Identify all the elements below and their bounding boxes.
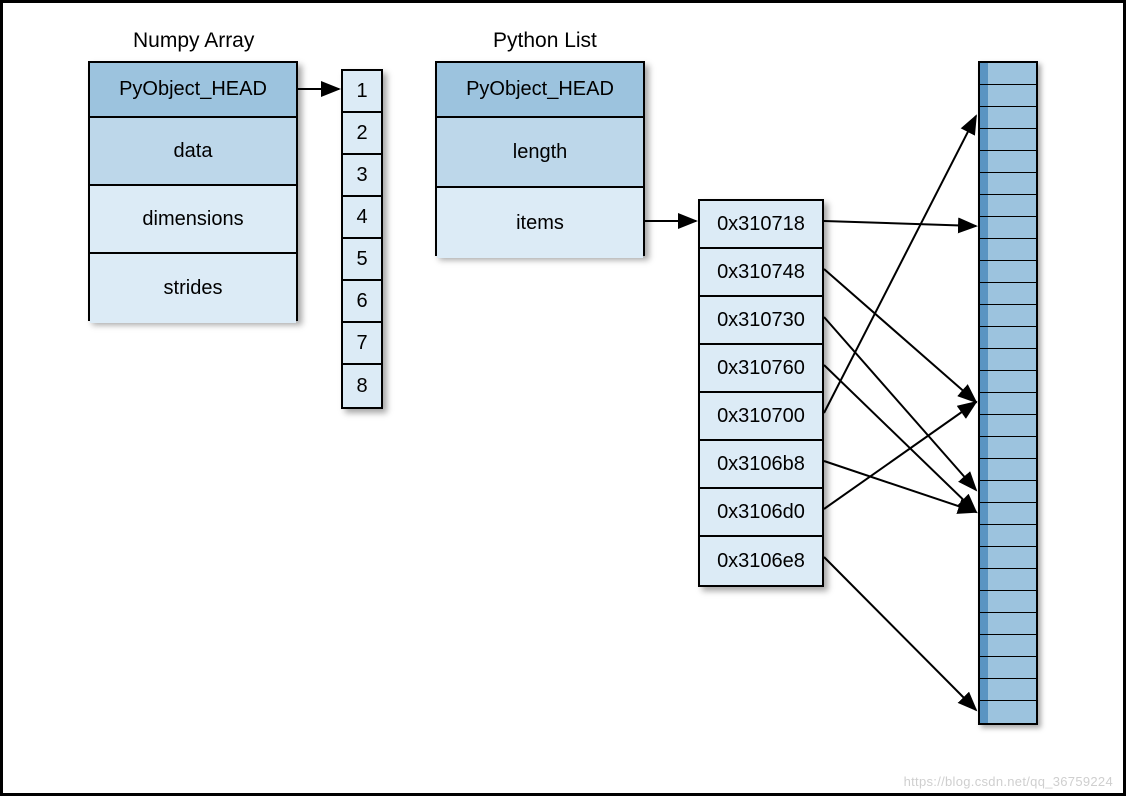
memory-cell	[980, 305, 1036, 327]
struct-row: strides	[90, 254, 296, 323]
memory-cell	[980, 437, 1036, 459]
memory-cell	[980, 679, 1036, 701]
numpy-data-cell: 5	[343, 239, 381, 281]
diagram-canvas: Numpy Array Python List PyObject_HEADdat…	[0, 0, 1126, 796]
memory-cell	[980, 701, 1036, 723]
pointer-cell: 0x3106e8	[700, 537, 822, 585]
numpy-title: Numpy Array	[133, 29, 254, 53]
memory-cell	[980, 261, 1036, 283]
memory-cell	[980, 569, 1036, 591]
pointer-cell: 0x310718	[700, 201, 822, 249]
numpy-struct: PyObject_HEADdatadimensionsstrides	[88, 61, 298, 321]
struct-row: items	[437, 188, 643, 258]
numpy-data-cell: 7	[343, 323, 381, 365]
memory-cell	[980, 393, 1036, 415]
pointer-column: 0x3107180x3107480x3107300x3107600x310700…	[698, 199, 824, 587]
numpy-data-cell: 4	[343, 197, 381, 239]
struct-row: PyObject_HEAD	[90, 63, 296, 118]
pointer-cell: 0x310730	[700, 297, 822, 345]
numpy-data-column: 12345678	[341, 69, 383, 409]
memory-cell	[980, 525, 1036, 547]
memory-cell	[980, 503, 1036, 525]
struct-row: PyObject_HEAD	[437, 63, 643, 118]
memory-cell	[980, 151, 1036, 173]
memory-cell	[980, 85, 1036, 107]
numpy-data-cell: 3	[343, 155, 381, 197]
memory-cell	[980, 635, 1036, 657]
pointer-cell: 0x3106b8	[700, 441, 822, 489]
memory-cell	[980, 371, 1036, 393]
pylist-struct: PyObject_HEADlengthitems	[435, 61, 645, 256]
memory-cell	[980, 657, 1036, 679]
struct-row: data	[90, 118, 296, 186]
memory-cell	[980, 591, 1036, 613]
struct-row: length	[437, 118, 643, 188]
memory-cell	[980, 217, 1036, 239]
memory-cell	[980, 129, 1036, 151]
memory-cell	[980, 283, 1036, 305]
memory-column	[978, 61, 1038, 725]
numpy-data-cell: 1	[343, 71, 381, 113]
memory-cell	[980, 349, 1036, 371]
memory-cell	[980, 415, 1036, 437]
numpy-data-cell: 2	[343, 113, 381, 155]
numpy-data-cell: 6	[343, 281, 381, 323]
struct-row: dimensions	[90, 186, 296, 254]
memory-cell	[980, 327, 1036, 349]
memory-cell	[980, 63, 1036, 85]
memory-cell	[980, 195, 1036, 217]
memory-cell	[980, 239, 1036, 261]
memory-cell	[980, 107, 1036, 129]
memory-cell	[980, 173, 1036, 195]
pointer-cell: 0x310760	[700, 345, 822, 393]
pylist-title: Python List	[493, 29, 597, 53]
memory-cell	[980, 459, 1036, 481]
memory-cell	[980, 613, 1036, 635]
watermark: https://blog.csdn.net/qq_36759224	[904, 774, 1113, 789]
pointer-cell: 0x310748	[700, 249, 822, 297]
pointer-cell: 0x310700	[700, 393, 822, 441]
memory-cell	[980, 547, 1036, 569]
numpy-data-cell: 8	[343, 365, 381, 407]
memory-cell	[980, 481, 1036, 503]
pointer-cell: 0x3106d0	[700, 489, 822, 537]
